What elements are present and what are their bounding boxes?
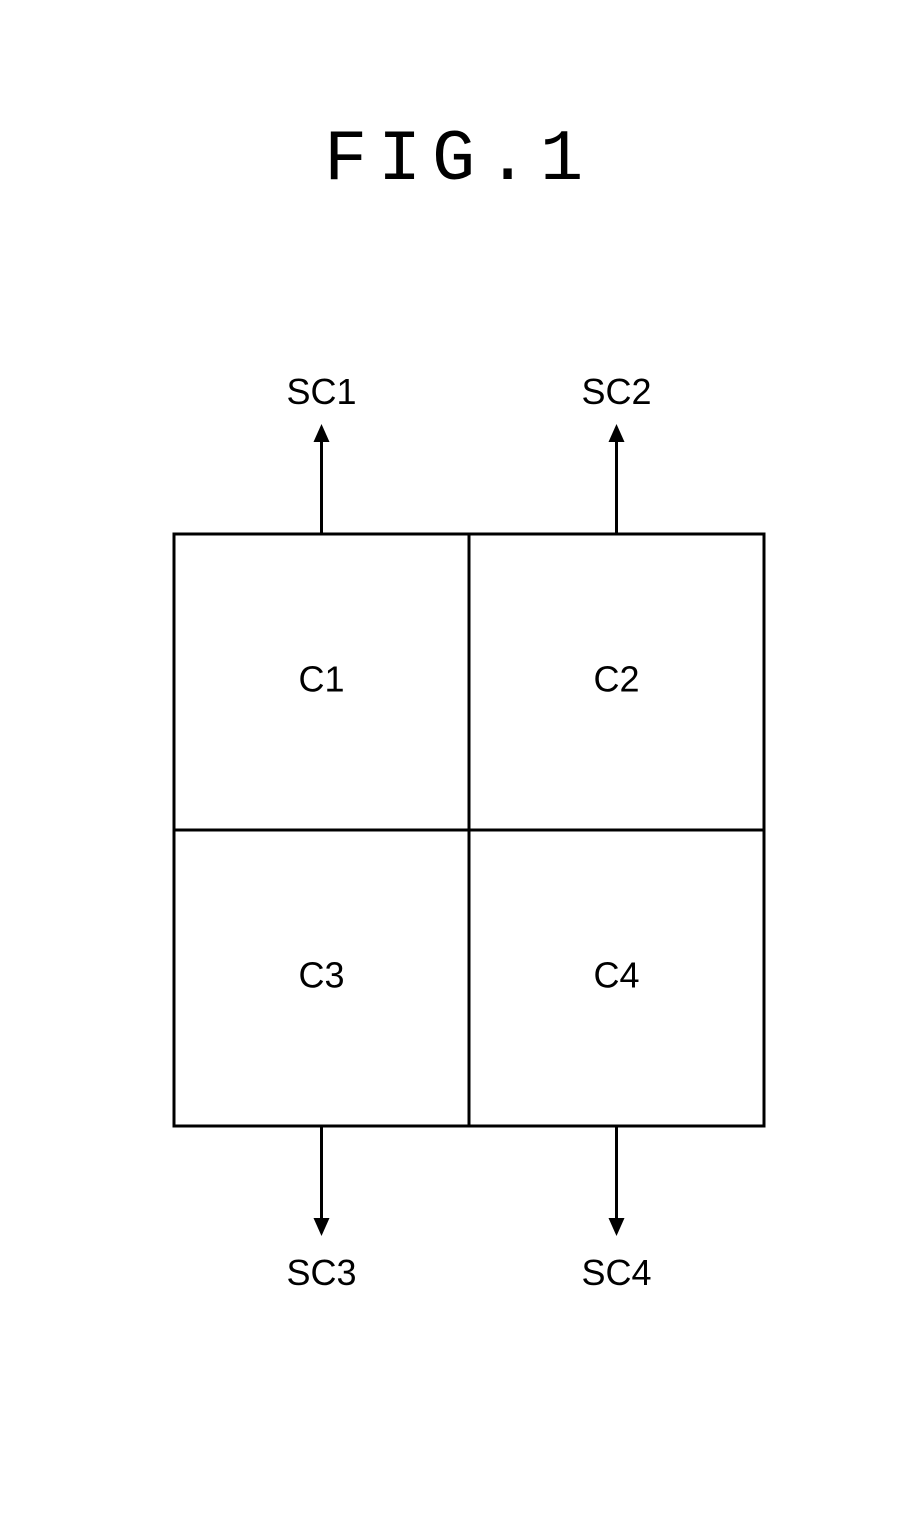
cell-label-c4: C4 (593, 955, 639, 996)
cell-label-c3: C3 (298, 955, 344, 996)
figure-title: FIG.1 (324, 119, 594, 201)
cell-label-c2: C2 (593, 659, 639, 700)
arrow-label-sc2: SC2 (581, 371, 651, 412)
arrow-label-sc4: SC4 (581, 1252, 651, 1293)
arrow-label-sc1: SC1 (286, 371, 356, 412)
cell-label-c1: C1 (298, 659, 344, 700)
canvas-bg (0, 0, 918, 1537)
arrow-label-sc3: SC3 (286, 1252, 356, 1293)
